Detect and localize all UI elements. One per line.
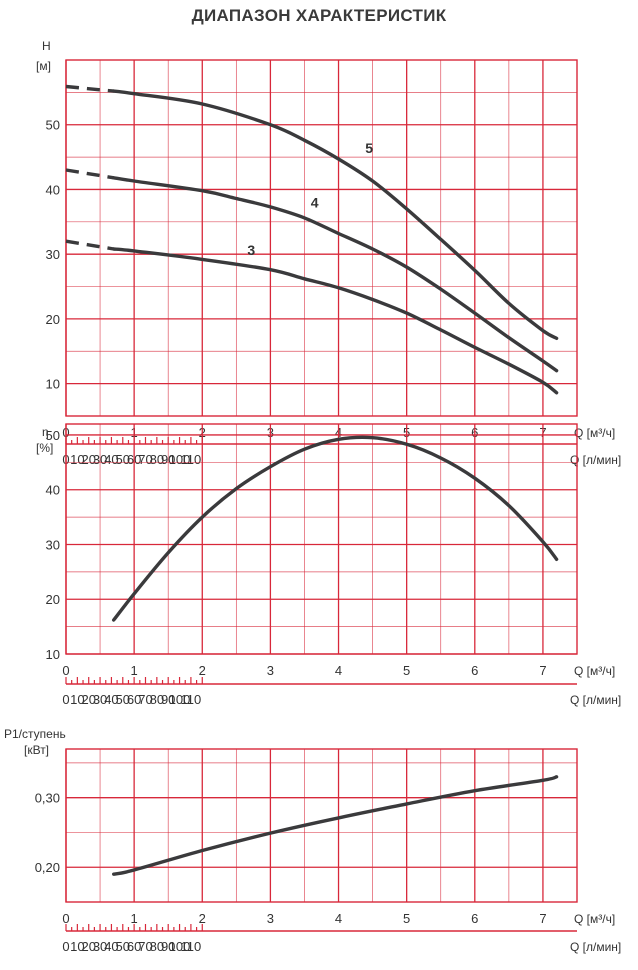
x2-axis-title: Q [л/мин] xyxy=(570,940,621,954)
x2-tick-label: 90 xyxy=(161,692,175,707)
y-tick-label: 30 xyxy=(46,247,60,262)
x2-tick-label: 110 xyxy=(181,939,202,954)
x-tick-label: 1 xyxy=(131,911,138,926)
series-4-curve xyxy=(112,176,559,373)
x2-tick-label: 20 xyxy=(81,939,95,954)
x-tick-label: 1 xyxy=(131,663,138,678)
x-tick-label: 6 xyxy=(471,663,478,678)
x2-tick-label: 50 xyxy=(116,939,130,954)
x2-tick-label: 0 xyxy=(62,939,69,954)
x2-tick-label: 20 xyxy=(81,692,95,707)
x2-tick-label: 30 xyxy=(93,692,107,707)
series-5-curve xyxy=(112,89,559,340)
plot-frame xyxy=(65,423,578,655)
series-3-dashed xyxy=(65,239,114,251)
x-tick-label: 7 xyxy=(539,911,546,926)
x2-tick-label: 40 xyxy=(104,452,118,467)
x2-tick-label: 10 xyxy=(70,692,84,707)
y-axis-unit: [м] xyxy=(36,59,51,73)
y-tick-label: 0,30 xyxy=(35,791,60,806)
x-tick-label: 0 xyxy=(62,911,69,926)
series-label-4: 4 xyxy=(311,195,319,211)
x2-axis-title: Q [л/мин] xyxy=(570,453,621,467)
x-tick-label: 0 xyxy=(62,663,69,678)
y-tick-label: 40 xyxy=(46,182,60,197)
x-tick-label: 2 xyxy=(199,911,206,926)
x-axis-title: Q [м³/ч] xyxy=(574,912,615,926)
x-tick-label: 4 xyxy=(335,911,342,926)
x-axis-title: Q [м³/ч] xyxy=(574,426,615,440)
y-tick-label: 20 xyxy=(46,592,60,607)
series-label-3: 3 xyxy=(247,242,255,258)
power-chart: 0,20 0,30 P1/ступень [кВт] 0 1 2 3 4 5 6 7 Q [м³/ч] 0… xyxy=(4,727,621,954)
x-tick-label: 3 xyxy=(267,663,274,678)
y-tick-label: 20 xyxy=(46,312,60,327)
y-axis-title: H xyxy=(42,39,51,53)
y-tick-label: 30 xyxy=(46,537,60,552)
x2-tick-label: 80 xyxy=(150,692,164,707)
y-axis-unit: [кВт] xyxy=(24,743,49,757)
x2-tick-label: 40 xyxy=(104,939,118,954)
x2-tick-label: 70 xyxy=(138,939,152,954)
series-5-dashed xyxy=(65,84,114,93)
plot-frame xyxy=(65,748,578,903)
plot-frame xyxy=(65,59,578,417)
y-axis-title: η xyxy=(42,425,49,439)
x2-tick-label: 100 xyxy=(169,452,191,467)
series-η-curve xyxy=(112,435,559,622)
x-tick-label: 5 xyxy=(403,663,410,678)
series-P1-curve xyxy=(112,775,559,876)
x2-tick-label: 30 xyxy=(93,939,107,954)
x2-tick-label: 100 xyxy=(169,692,191,707)
x2-tick-label: 40 xyxy=(104,692,118,707)
x2-tick-label: 50 xyxy=(116,452,130,467)
x2-tick-label: 10 xyxy=(70,452,84,467)
series-4-dashed xyxy=(65,168,114,180)
x2-tick-label: 100 xyxy=(169,939,191,954)
x2-tick-label: 60 xyxy=(127,692,141,707)
y-tick-label: 50 xyxy=(46,118,60,133)
x2-tick-label: 0 xyxy=(62,692,69,707)
y-axis-unit: [%] xyxy=(36,441,53,455)
page-title: ДИАПАЗОН ХАРАКТЕРИСТИК xyxy=(191,6,447,25)
y-tick-label: 10 xyxy=(46,377,60,392)
x2-tick-label: 80 xyxy=(150,939,164,954)
x-tick-label: 2 xyxy=(199,663,206,678)
x-tick-label: 3 xyxy=(267,911,274,926)
y-tick-label: 10 xyxy=(46,647,60,662)
y-axis-title: P1/ступень xyxy=(4,727,66,741)
x2-tick-label: 70 xyxy=(138,692,152,707)
y-tick-label: 40 xyxy=(46,483,60,498)
x2-tick-label: 80 xyxy=(150,452,164,467)
x-tick-label: 7 xyxy=(539,663,546,678)
x-tick-label: 6 xyxy=(471,911,478,926)
series-3-curve xyxy=(112,247,559,395)
x2-axis-title: Q [л/мин] xyxy=(570,693,621,707)
y-tick-label: 0,20 xyxy=(35,860,60,875)
x-axis-title: Q [м³/ч] xyxy=(574,664,615,678)
x2-tick-label: 10 xyxy=(70,939,84,954)
x2-tick-label: 50 xyxy=(116,692,130,707)
x2-tick-label: 20 xyxy=(81,452,95,467)
x2-tick-label: 70 xyxy=(138,452,152,467)
x-tick-label: 4 xyxy=(335,663,342,678)
x-tick-label: 5 xyxy=(403,911,410,926)
y-tick-label: 50 xyxy=(46,428,60,443)
series-label-5: 5 xyxy=(365,140,373,156)
x2-tick-label: 60 xyxy=(127,939,141,954)
x2-tick-label: 110 xyxy=(181,692,202,707)
x2-tick-label: 90 xyxy=(161,939,175,954)
x2-tick-label: 110 xyxy=(181,452,202,467)
